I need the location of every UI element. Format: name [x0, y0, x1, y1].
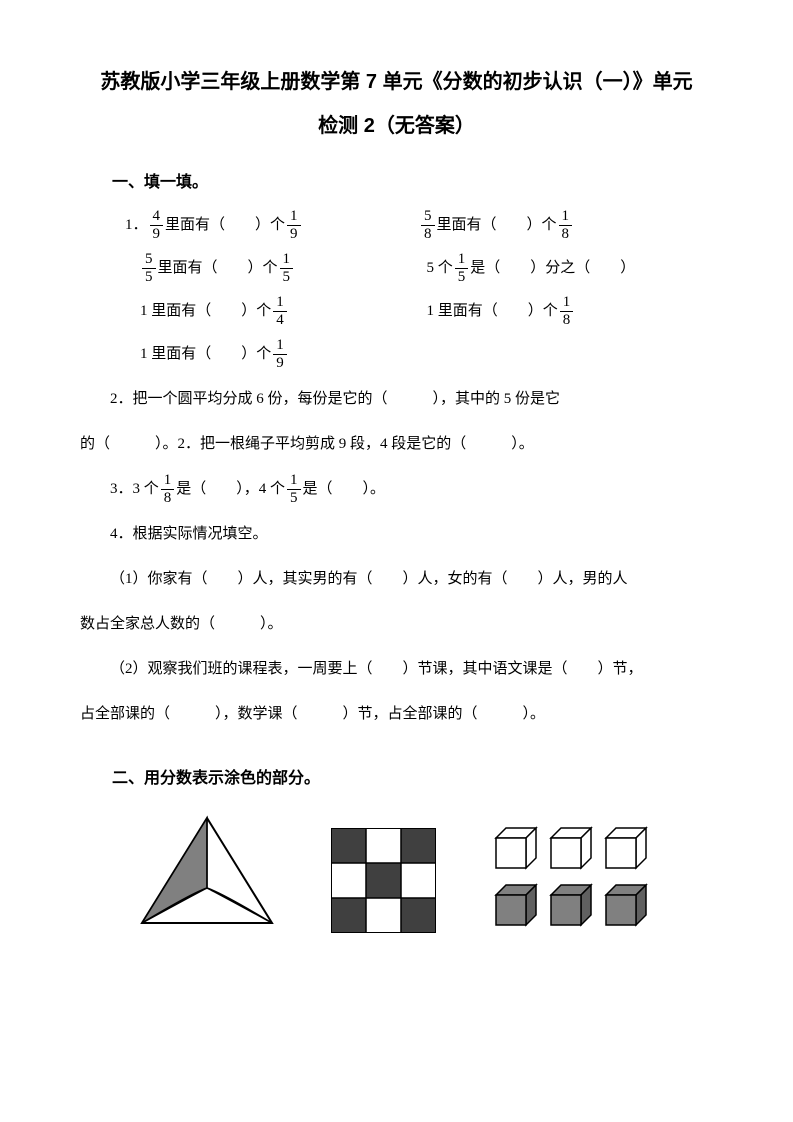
q1-b-text: 里面有（ ）个	[437, 206, 557, 245]
frac-1-5b: 1 5	[455, 252, 469, 285]
q3-mid: 是（ ），4 个	[176, 470, 285, 509]
frac-5-5: 5 5	[142, 252, 156, 285]
q3-post: 是（ ）。	[303, 470, 386, 509]
q4-1b: 数占全家总人数的（ ）。	[80, 605, 713, 644]
q1-d: 5 个 1 5 是（ ）分之（ ）	[427, 249, 714, 288]
q4-2b: 占全部课的（ ），数学课（ ）节，占全部课的（ ）。	[80, 695, 713, 734]
frac-1-9b: 1 9	[273, 338, 287, 371]
q1-f-text: 1 里面有（ ）个	[427, 292, 558, 331]
title-line-1: 苏教版小学三年级上册数学第 7 单元《分数的初步认识（一）》单元	[80, 60, 713, 104]
frac-1-8: 1 8	[559, 209, 573, 242]
figure-cubes	[491, 823, 656, 933]
q3: 3．3 个 1 8 是（ ），4 个 1 5 是（ ）。	[80, 470, 713, 509]
q1-d-post: 是（ ）分之（ ）	[470, 249, 635, 288]
q1-g: 1 里面有（ ）个 1 9	[140, 335, 427, 374]
frac-4-9: 4 9	[150, 209, 164, 242]
q1-e: 1 里面有（ ）个 1 4	[140, 292, 427, 331]
q1-b: 5 8 里面有（ ）个 1 8	[419, 206, 713, 245]
frac-1-8b: 1 8	[560, 295, 574, 328]
q1-row1: 1． 4 9 里面有（ ）个 1 9 5 8 里面有（ ）个 1 8	[80, 206, 713, 245]
q4-head: 4．根据实际情况填空。	[80, 515, 713, 554]
q4-2a: （2）观察我们班的课程表，一周要上（ ）节课，其中语文课是（ ）节，	[80, 650, 713, 689]
cubes-icon	[491, 823, 656, 933]
frac-1-4: 1 4	[273, 295, 287, 328]
q1-g-text: 1 里面有（ ）个	[140, 335, 271, 374]
section-2-head: 二、用分数表示涂色的部分。	[80, 764, 713, 788]
q1-row4: 1 里面有（ ）个 1 9	[80, 335, 713, 374]
page: 苏教版小学三年级上册数学第 7 单元《分数的初步认识（一）》单元 检测 2（无答…	[0, 0, 793, 973]
figure-checker	[331, 828, 436, 933]
q1-c-text: 里面有（ ）个	[158, 249, 278, 288]
figures-row	[80, 813, 713, 933]
triangle-icon	[137, 813, 277, 933]
q1-row2: 5 5 里面有（ ）个 1 5 5 个 1 5 是（ ）分之（ ）	[80, 249, 713, 288]
frac-5-8: 5 8	[421, 209, 435, 242]
q1-e-text: 1 里面有（ ）个	[140, 292, 271, 331]
frac-1-5c: 1 5	[287, 473, 301, 506]
figure-triangle	[137, 813, 277, 933]
q2-line1: 2．把一个圆平均分成 6 份，每份是它的（ ），其中的 5 份是它	[80, 380, 713, 419]
q1-a: 1． 4 9 里面有（ ）个 1 9	[125, 206, 419, 245]
q1-d-pre: 5 个	[427, 249, 453, 288]
q4-1a: （1）你家有（ ）人，其实男的有（ ）人，女的有（ ）人，男的人	[80, 560, 713, 599]
frac-1-5a: 1 5	[280, 252, 294, 285]
frac-1-8c: 1 8	[161, 473, 175, 506]
q1-a-text: 里面有（ ）个	[165, 206, 285, 245]
q1-f: 1 里面有（ ）个 1 8	[427, 292, 714, 331]
section-1-head: 一、填一填。	[80, 168, 713, 192]
q2-line2: 的（ ）。2．把一根绳子平均剪成 9 段，4 段是它的（ ）。	[80, 425, 713, 464]
title-line-2: 检测 2（无答案）	[80, 104, 713, 148]
q3-pre: 3．3 个	[110, 470, 159, 509]
q1-c: 5 5 里面有（ ）个 1 5	[140, 249, 427, 288]
q1-prefix: 1．	[125, 206, 148, 245]
q1-row3: 1 里面有（ ）个 1 4 1 里面有（ ）个 1 8	[80, 292, 713, 331]
checker-icon	[331, 828, 436, 933]
frac-1-9: 1 9	[287, 209, 301, 242]
